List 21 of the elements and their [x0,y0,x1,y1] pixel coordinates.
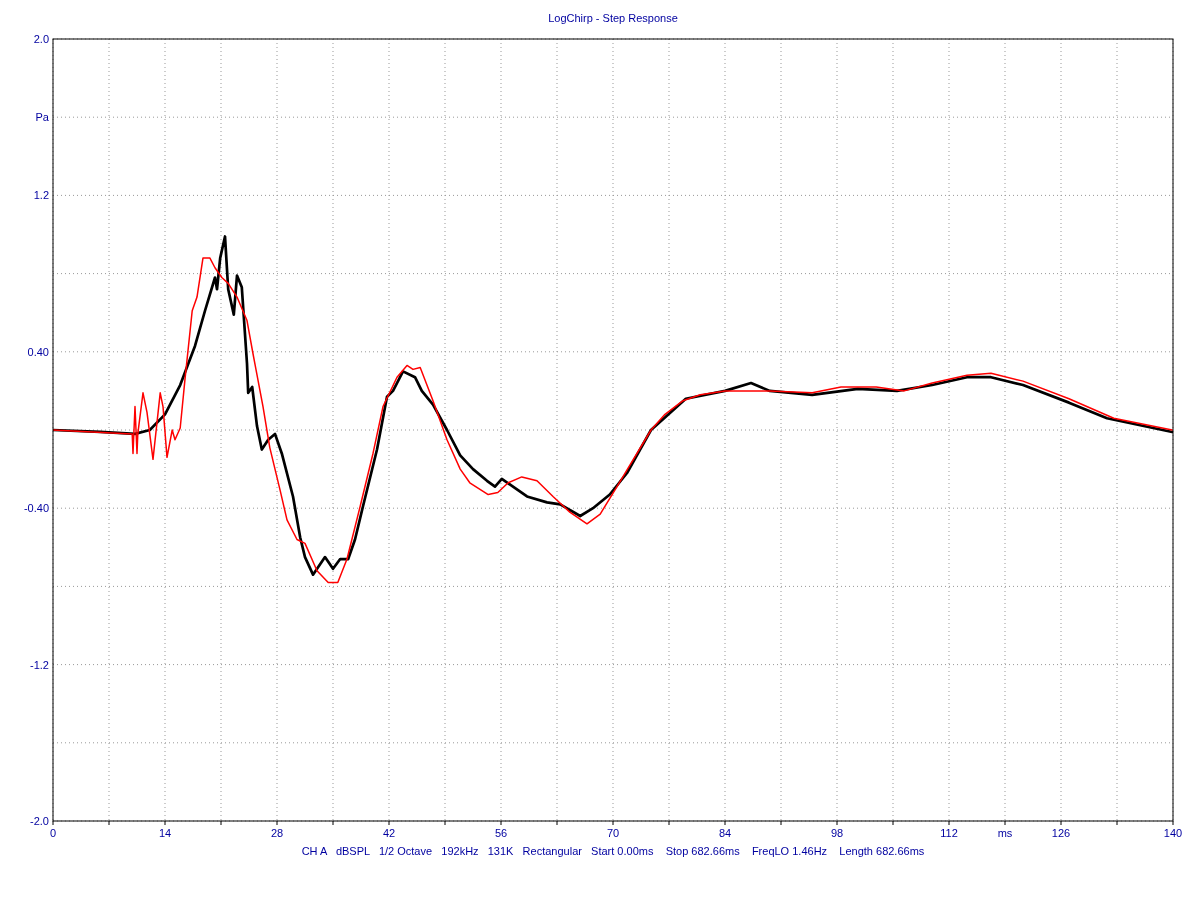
x-tick-label: 28 [270,827,284,839]
y-tick-label: 1.2 [33,189,49,202]
y-tick-label: -0.40 [23,502,49,515]
y-tick-label: -1.2 [30,658,49,671]
x-tick-label: 140 [1163,827,1183,839]
x-tick-label: 98 [830,827,844,839]
x-tick-label: 126 [1051,827,1071,839]
x-tick-label: 42 [382,827,396,839]
x-tick-label: 84 [718,827,732,839]
x-tick-label: ms [997,827,1013,839]
y-tick-label: Pa [35,111,50,124]
y-tick-label: -2.0 [30,815,49,827]
x-tick-label: 70 [606,827,620,839]
x-tick-label: 56 [494,827,508,839]
x-tick-label: 14 [158,827,172,839]
y-tick-label: 2.0 [33,33,49,45]
chart-title: LogChirp - Step Response [548,12,678,24]
x-tick-label: 0 [49,827,57,839]
text: CH A dBSPL 1/2 Octave 192kHz 131K Rectangular Start 0.00ms Stop 682.66ms FreqLO 1.46Hz Length 682.66ms [301,845,925,857]
y-tick-label: 0.40 [27,345,49,358]
x-tick-label: 112 [940,827,958,839]
